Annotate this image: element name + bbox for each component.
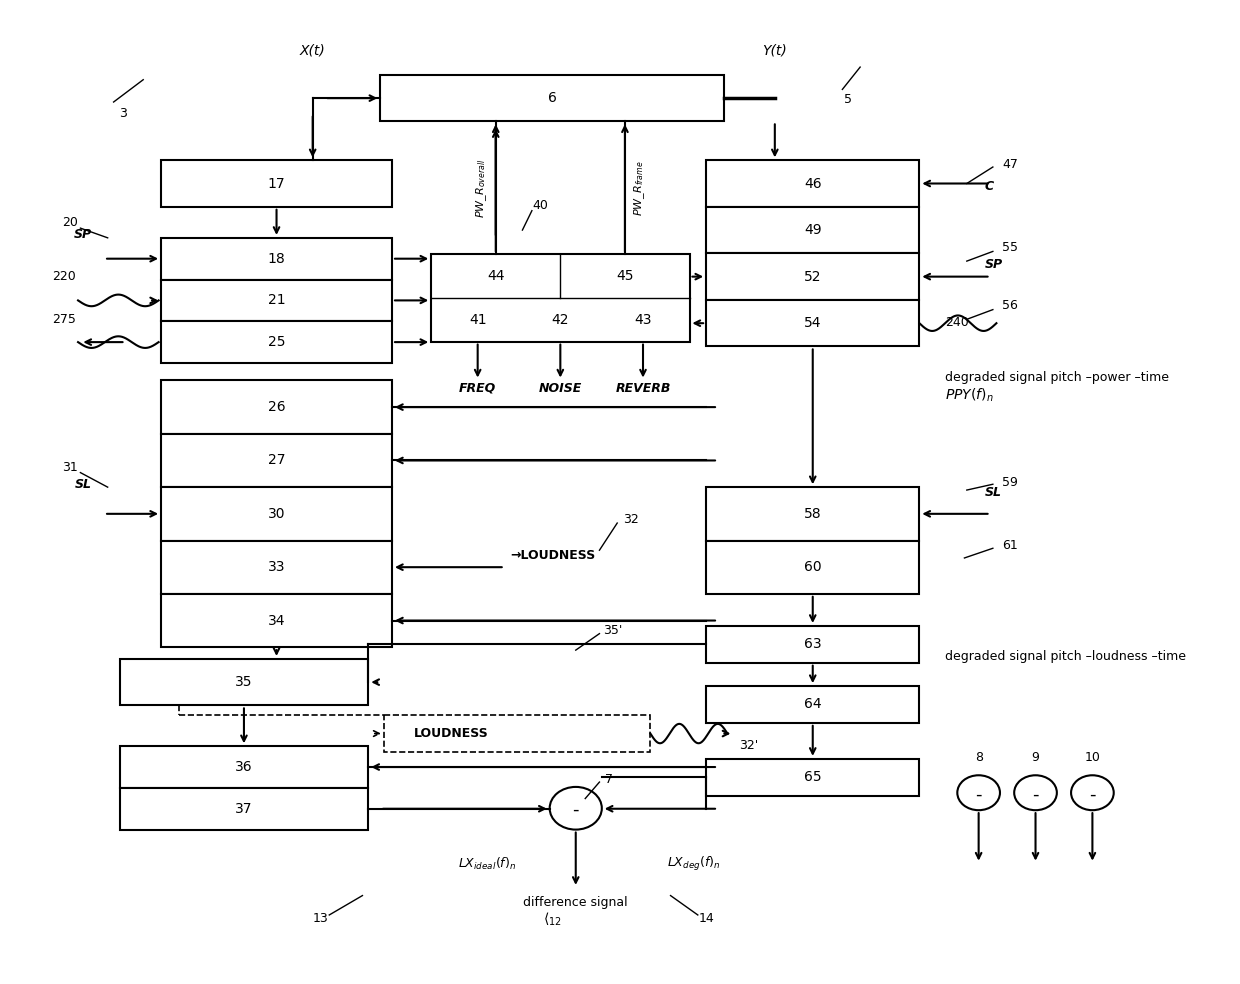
Text: 42: 42 xyxy=(552,313,569,327)
Bar xyxy=(161,540,392,594)
Text: 18: 18 xyxy=(268,252,285,266)
Bar xyxy=(161,238,392,279)
Text: 6: 6 xyxy=(548,92,557,105)
Text: $LX_{deg}(f)_n$: $LX_{deg}(f)_n$ xyxy=(667,854,720,873)
Text: 40: 40 xyxy=(532,200,548,213)
Text: 275: 275 xyxy=(52,313,76,326)
Text: 49: 49 xyxy=(804,223,822,237)
Bar xyxy=(161,434,392,487)
Bar xyxy=(161,381,392,434)
Text: 61: 61 xyxy=(1002,539,1018,552)
Text: 60: 60 xyxy=(804,560,822,575)
Text: 63: 63 xyxy=(804,638,822,651)
Text: 44: 44 xyxy=(487,270,505,283)
Text: SP: SP xyxy=(74,228,92,241)
Text: 56: 56 xyxy=(1002,299,1018,312)
Text: 43: 43 xyxy=(634,313,652,327)
Bar xyxy=(706,160,919,207)
Text: $PW\_R_{frame}$: $PW\_R_{frame}$ xyxy=(631,160,646,215)
Text: 32': 32' xyxy=(739,739,759,752)
Text: 37: 37 xyxy=(236,802,253,816)
Text: -: - xyxy=(976,785,982,804)
Text: 20: 20 xyxy=(62,215,78,229)
Text: 25: 25 xyxy=(268,336,285,349)
Text: C: C xyxy=(985,180,993,193)
Text: 7: 7 xyxy=(605,772,614,785)
Text: FREQ: FREQ xyxy=(459,382,496,395)
Bar xyxy=(706,300,919,346)
Text: 240: 240 xyxy=(945,316,970,329)
Text: →LOUDNESS: →LOUDNESS xyxy=(511,549,595,562)
Text: 47: 47 xyxy=(1002,157,1018,170)
Text: 34: 34 xyxy=(268,614,285,628)
Bar xyxy=(381,75,724,121)
Text: 35': 35' xyxy=(603,624,622,638)
Text: 35: 35 xyxy=(236,675,253,689)
Text: $\langle$$_{12}$: $\langle$$_{12}$ xyxy=(543,910,562,928)
Text: 5: 5 xyxy=(844,92,852,105)
Text: SP: SP xyxy=(985,258,1003,271)
Text: 17: 17 xyxy=(268,176,285,191)
Bar xyxy=(383,715,651,752)
Bar xyxy=(706,626,919,663)
Bar xyxy=(161,487,392,540)
Text: degraded signal pitch –power –time: degraded signal pitch –power –time xyxy=(945,371,1169,384)
Text: 32: 32 xyxy=(624,513,639,525)
Text: -: - xyxy=(1032,785,1039,804)
Text: 36: 36 xyxy=(236,760,253,774)
Text: 3: 3 xyxy=(119,107,126,120)
Text: 58: 58 xyxy=(804,507,822,521)
Bar xyxy=(119,659,368,706)
Text: -: - xyxy=(573,801,579,820)
Text: difference signal: difference signal xyxy=(523,895,627,909)
Text: 30: 30 xyxy=(268,507,285,521)
Text: 52: 52 xyxy=(804,270,821,283)
Text: 27: 27 xyxy=(268,454,285,467)
Bar xyxy=(706,487,919,540)
Text: 10: 10 xyxy=(1085,751,1100,764)
Text: 55: 55 xyxy=(1002,241,1018,254)
Bar xyxy=(706,759,919,796)
Text: 13: 13 xyxy=(312,912,329,925)
Text: REVERB: REVERB xyxy=(615,382,671,395)
Text: 41: 41 xyxy=(469,313,486,327)
Text: SL: SL xyxy=(985,485,1002,499)
Text: 54: 54 xyxy=(804,316,821,331)
Text: SL: SL xyxy=(76,478,92,491)
Bar xyxy=(161,594,392,647)
Bar xyxy=(432,254,689,341)
Text: -: - xyxy=(1089,785,1096,804)
Text: 21: 21 xyxy=(268,293,285,307)
Bar xyxy=(119,746,368,788)
Text: $LX_{ideal}(f)_n$: $LX_{ideal}(f)_n$ xyxy=(458,855,516,872)
Text: 26: 26 xyxy=(268,400,285,414)
Bar xyxy=(161,321,392,363)
Text: LOUDNESS: LOUDNESS xyxy=(413,727,489,740)
Bar xyxy=(706,686,919,723)
Text: 45: 45 xyxy=(616,270,634,283)
Bar xyxy=(161,279,392,321)
Text: degraded signal pitch –loudness –time: degraded signal pitch –loudness –time xyxy=(945,650,1187,663)
Bar xyxy=(161,160,392,207)
Text: 220: 220 xyxy=(52,271,76,283)
Bar xyxy=(706,253,919,300)
Text: 65: 65 xyxy=(804,770,822,784)
Text: NOISE: NOISE xyxy=(538,382,582,395)
Bar xyxy=(706,540,919,594)
Text: 64: 64 xyxy=(804,698,822,711)
Text: $PPY(f)_n$: $PPY(f)_n$ xyxy=(945,387,994,403)
Text: $PW\_R_{overall}$: $PW\_R_{overall}$ xyxy=(474,158,489,217)
Text: 46: 46 xyxy=(804,176,822,191)
Text: 14: 14 xyxy=(698,912,714,925)
Text: X(t): X(t) xyxy=(300,43,326,57)
Bar xyxy=(119,788,368,830)
Text: 33: 33 xyxy=(268,560,285,575)
Text: 31: 31 xyxy=(62,461,78,474)
Text: 8: 8 xyxy=(975,751,982,764)
Text: 9: 9 xyxy=(1032,751,1039,764)
Bar xyxy=(706,207,919,253)
Text: 59: 59 xyxy=(1002,476,1018,489)
Text: Y(t): Y(t) xyxy=(763,43,787,57)
